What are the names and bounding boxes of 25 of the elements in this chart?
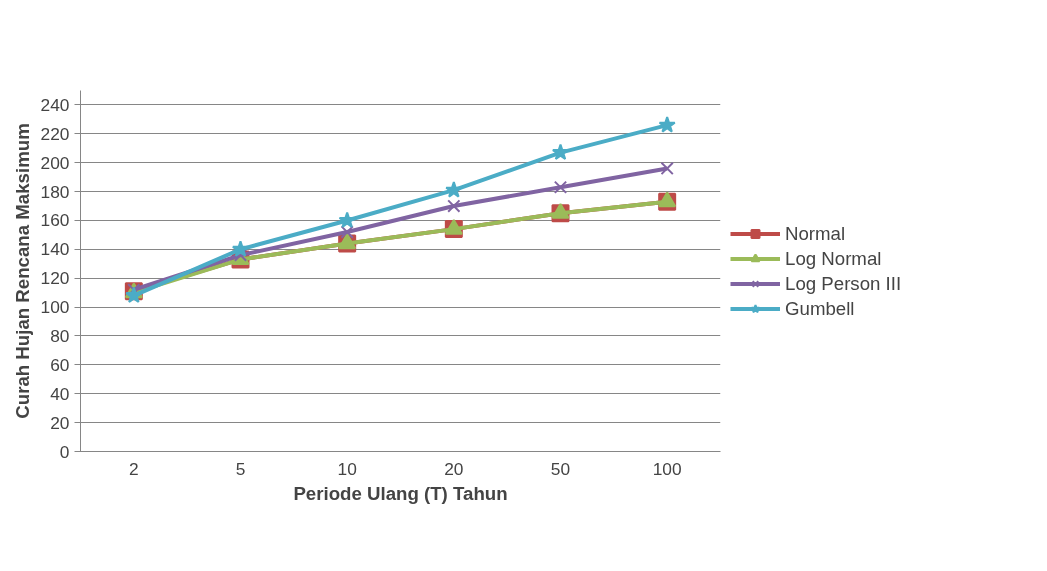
y-tick-label: 0 — [59, 441, 70, 462]
y-tick-label: 240 — [40, 94, 70, 115]
y-tick-label: 60 — [50, 354, 70, 375]
y-tick-label: 20 — [50, 412, 70, 433]
y-tick-label: 80 — [50, 325, 70, 346]
y-tick-label: 100 — [40, 297, 70, 318]
y-tick-label: 180 — [40, 181, 70, 202]
x-tick-label: 100 — [652, 458, 682, 479]
x-tick-label: 5 — [235, 458, 246, 479]
y-tick-label: 40 — [50, 383, 70, 404]
legend-label: Log Normal — [785, 247, 882, 269]
legend-label: Gumbell — [785, 297, 855, 319]
x-tick-label: 20 — [444, 458, 464, 479]
legend-label: Normal — [785, 222, 846, 244]
x-tick-label: 50 — [550, 458, 571, 479]
y-tick-label: 140 — [40, 239, 70, 260]
x-tick-label: 2 — [129, 458, 139, 479]
y-tick-label: 220 — [40, 123, 70, 144]
x-tick-label: 10 — [337, 458, 357, 479]
y-tick-label: 200 — [40, 152, 70, 173]
x-axis-title: Periode Ulang (T) Tahun — [293, 482, 508, 504]
y-axis-title: Curah Hujan Rencana Maksimum — [11, 123, 33, 419]
legend-label: Log Person III — [785, 272, 902, 294]
y-tick-label: 160 — [40, 210, 70, 231]
y-tick-label: 120 — [40, 268, 70, 289]
